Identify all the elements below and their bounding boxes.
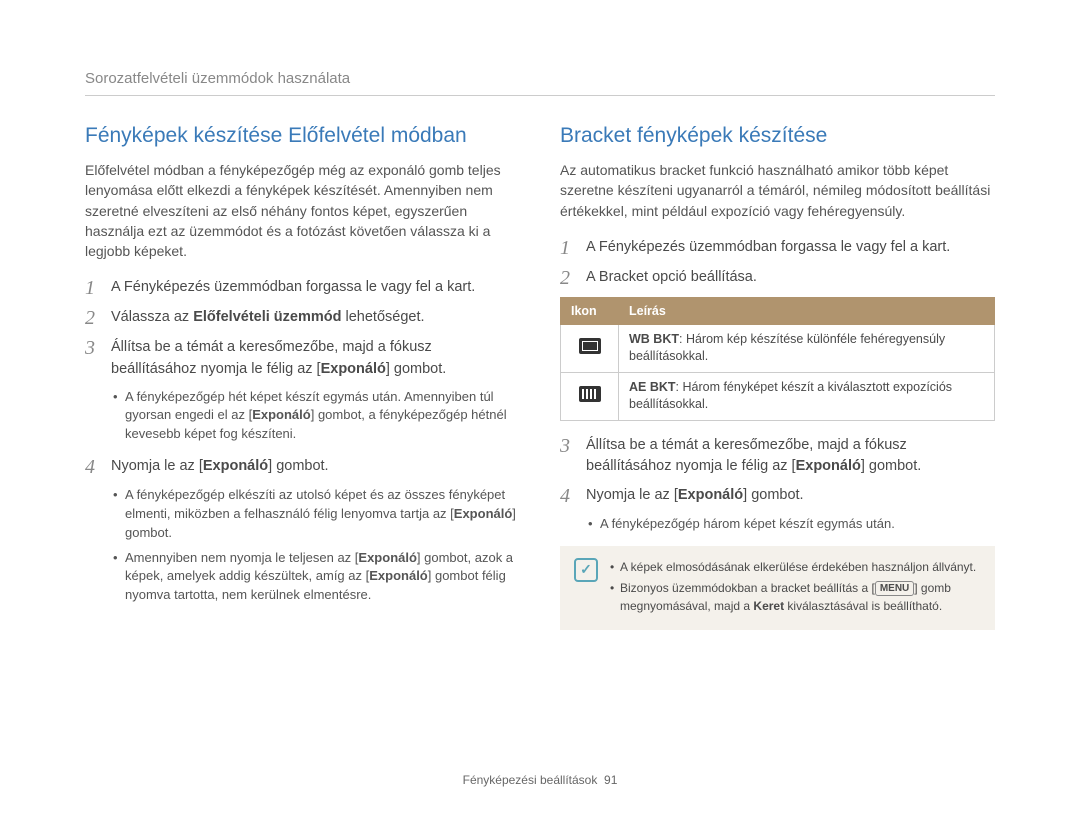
note-box: ✓ A képek elmosódásának elkerülése érdek…	[560, 546, 995, 630]
right-step-4: 4 Nyomja le az [Exponáló] gombot.	[560, 485, 995, 507]
step-text: Nyomja le az [Exponáló] gombot.	[111, 456, 329, 477]
table-row: AE BKT: Három fényképet készít a kiválas…	[561, 372, 995, 420]
bracket-options-table: Ikon Leírás WB BKT: Három kép készítése …	[560, 297, 995, 421]
left-step-4-bullets: A fényképezőgép elkészíti az utolsó képe…	[113, 486, 520, 605]
step-text: A Fényképezés üzemmódban forgassa le vag…	[111, 277, 475, 298]
table-cell: WB BKT: Három kép készítése különféle fe…	[619, 324, 995, 372]
list-item: Bizonyos üzemmódokban a bracket beállítá…	[610, 579, 981, 615]
left-step-1: 1 A Fényképezés üzemmódban forgassa le v…	[85, 277, 520, 299]
table-cell: AE BKT: Három fényképet készít a kiválas…	[619, 372, 995, 420]
right-intro: Az automatikus bracket funkció használha…	[560, 160, 995, 221]
step-number: 4	[85, 456, 101, 478]
step-number: 4	[560, 485, 576, 507]
list-item: A fényképezőgép elkészíti az utolsó képe…	[113, 486, 520, 543]
step-number: 3	[560, 435, 576, 457]
step-number: 1	[85, 277, 101, 299]
wb-bkt-icon-cell	[561, 324, 619, 372]
step-number: 3	[85, 337, 101, 359]
table-row: WB BKT: Három kép készítése különféle fe…	[561, 324, 995, 372]
note-icon: ✓	[574, 558, 598, 582]
list-item: A fényképezőgép három képet készít egymá…	[588, 515, 995, 534]
left-step-4: 4 Nyomja le az [Exponáló] gombot.	[85, 456, 520, 478]
step-text: Nyomja le az [Exponáló] gombot.	[586, 485, 804, 506]
list-item: A képek elmosódásának elkerülése érdekéb…	[610, 558, 981, 576]
page-number: 91	[604, 773, 617, 787]
right-step-3: 3 Állítsa be a témát a keresőmezőbe, maj…	[560, 435, 995, 477]
menu-pill: MENU	[875, 581, 914, 596]
step-text: Válassza az Előfelvételi üzemmód lehetős…	[111, 307, 425, 328]
step-number: 2	[85, 307, 101, 329]
left-title: Fényképek készítése Előfelvétel módban	[85, 124, 520, 148]
step-text: A Bracket opció beállítása.	[586, 267, 757, 288]
ae-bkt-icon	[579, 386, 601, 402]
left-step-2: 2 Válassza az Előfelvételi üzemmód lehet…	[85, 307, 520, 329]
wb-bkt-icon	[579, 338, 601, 354]
list-item: Amennyiben nem nyomja le teljesen az [Ex…	[113, 549, 520, 606]
right-step-2: 2 A Bracket opció beállítása.	[560, 267, 995, 289]
left-step-3-bullets: A fényképezőgép hét képet készít egymás …	[113, 388, 520, 445]
right-step-4-bullets: A fényképezőgép három képet készít egymá…	[588, 515, 995, 534]
breadcrumb: Sorozatfelvételi üzemmódok használata	[85, 70, 995, 96]
footer-label: Fényképezési beállítások	[463, 773, 598, 787]
left-column: Fényképek készítése Előfelvétel módban E…	[85, 124, 520, 630]
step-text: Állítsa be a témát a keresőmezőbe, majd …	[586, 435, 995, 477]
right-step-1: 1 A Fényképezés üzemmódban forgassa le v…	[560, 237, 995, 259]
table-header-desc: Leírás	[619, 297, 995, 324]
page-footer: Fényképezési beállítások 91	[0, 773, 1080, 787]
step-text: A Fényképezés üzemmódban forgassa le vag…	[586, 237, 950, 258]
note-list: A képek elmosódásának elkerülése érdekéb…	[610, 558, 981, 618]
table-header-row: Ikon Leírás	[561, 297, 995, 324]
right-title: Bracket fényképek készítése	[560, 124, 995, 148]
table-header-icon: Ikon	[561, 297, 619, 324]
step-number: 2	[560, 267, 576, 289]
ae-bkt-icon-cell	[561, 372, 619, 420]
step-number: 1	[560, 237, 576, 259]
right-column: Bracket fényképek készítése Az automatik…	[560, 124, 995, 630]
list-item: A fényképezőgép hét képet készít egymás …	[113, 388, 520, 445]
left-intro: Előfelvétel módban a fényképezőgép még a…	[85, 160, 520, 261]
left-step-3: 3 Állítsa be a témát a keresőmezőbe, maj…	[85, 337, 520, 379]
step-text: Állítsa be a témát a keresőmezőbe, majd …	[111, 337, 520, 379]
